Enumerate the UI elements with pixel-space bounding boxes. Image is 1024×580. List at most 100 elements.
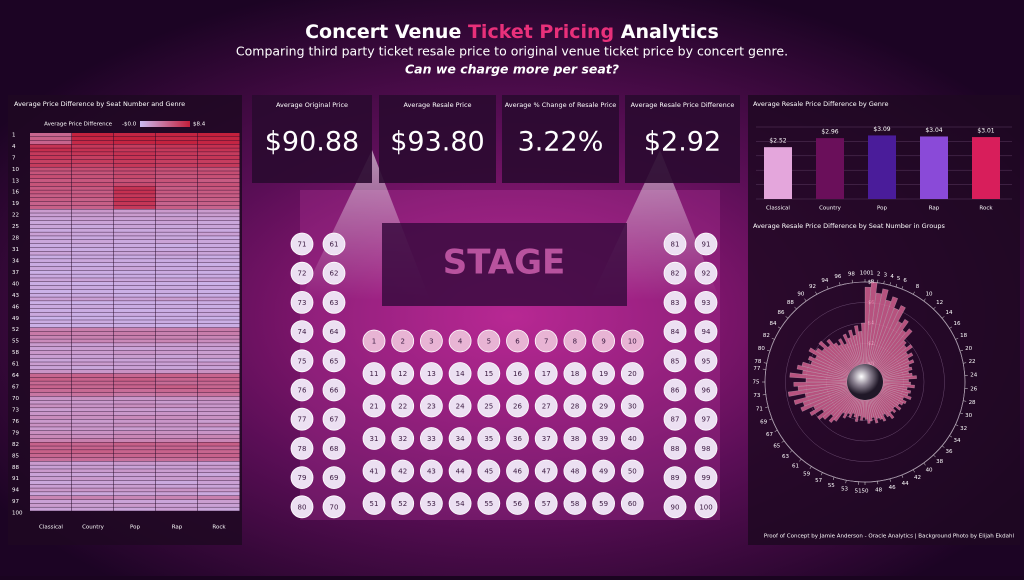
heat-cell bbox=[114, 202, 156, 205]
heat-cell bbox=[72, 400, 114, 403]
heat-cell bbox=[114, 374, 156, 377]
seat-number: 73 bbox=[298, 299, 307, 307]
heat-cell bbox=[198, 347, 240, 350]
row-label: 4 bbox=[12, 144, 16, 150]
heat-cell bbox=[30, 335, 72, 338]
heat-cell bbox=[114, 465, 156, 468]
seat-number: 11 bbox=[370, 370, 379, 378]
heat-cell bbox=[72, 450, 114, 453]
heat-cell bbox=[156, 404, 198, 407]
heat-cell bbox=[198, 324, 240, 327]
question: Can we charge more per seat? bbox=[405, 62, 619, 77]
heat-cell bbox=[30, 251, 72, 254]
heat-cell bbox=[72, 152, 114, 155]
seat-number: 80 bbox=[298, 503, 307, 511]
angle-label: 80 bbox=[758, 346, 765, 352]
angle-label: 86 bbox=[778, 310, 785, 316]
heat-cell bbox=[156, 442, 198, 445]
heat-cell bbox=[72, 225, 114, 228]
kpi-label: Average Original Price bbox=[276, 101, 348, 109]
heat-cell bbox=[72, 278, 114, 281]
heat-cell bbox=[156, 202, 198, 205]
heat-cell bbox=[30, 374, 72, 377]
seat-number: 61 bbox=[330, 241, 339, 249]
heat-cell bbox=[30, 160, 72, 163]
heat-cell bbox=[156, 366, 198, 369]
heat-cell bbox=[72, 366, 114, 369]
heat-cell bbox=[156, 423, 198, 426]
seat-number: 63 bbox=[330, 299, 339, 307]
heat-cell bbox=[114, 183, 156, 186]
heat-cell bbox=[30, 385, 72, 388]
heat-cell bbox=[198, 179, 240, 182]
seat-number: 58 bbox=[570, 500, 579, 508]
heat-cell bbox=[156, 389, 198, 392]
heat-cell bbox=[156, 492, 198, 495]
angle-label: 6 bbox=[903, 278, 907, 284]
seat-number: 93 bbox=[702, 299, 711, 307]
heat-cell bbox=[114, 229, 156, 232]
seat-number: 16 bbox=[513, 370, 522, 378]
heat-cell bbox=[156, 290, 198, 293]
heat-cell bbox=[156, 324, 198, 327]
heat-cell bbox=[156, 225, 198, 228]
angle-label: 48 bbox=[875, 488, 882, 494]
heat-cell bbox=[198, 213, 240, 216]
heat-cell bbox=[156, 351, 198, 354]
seat-number: 45 bbox=[484, 468, 493, 476]
heat-cell bbox=[198, 309, 240, 312]
heat-cell bbox=[72, 320, 114, 323]
heat-cell bbox=[30, 198, 72, 201]
heat-cell bbox=[72, 484, 114, 487]
heat-cell bbox=[156, 255, 198, 258]
heat-cell bbox=[198, 297, 240, 300]
seat-number: 42 bbox=[398, 468, 407, 476]
heat-cell bbox=[30, 301, 72, 304]
heat-cell bbox=[114, 335, 156, 338]
column-label: Rock bbox=[212, 525, 226, 531]
seat-number: 34 bbox=[456, 435, 465, 443]
heat-cell bbox=[156, 293, 198, 296]
heat-cell bbox=[198, 393, 240, 396]
angle-label: 78 bbox=[754, 359, 761, 365]
heat-cell bbox=[30, 507, 72, 510]
heat-cell bbox=[156, 244, 198, 247]
angle-label: 18 bbox=[960, 333, 967, 339]
heat-cell bbox=[30, 236, 72, 239]
heat-cell bbox=[198, 164, 240, 167]
heat-cell bbox=[30, 458, 72, 461]
angle-label: 53 bbox=[841, 487, 848, 493]
heat-cell bbox=[156, 504, 198, 507]
heat-cell bbox=[198, 423, 240, 426]
row-label: 16 bbox=[12, 190, 19, 196]
heat-cell bbox=[114, 366, 156, 369]
heat-cell bbox=[156, 358, 198, 361]
heat-cell bbox=[156, 221, 198, 224]
heat-cell bbox=[114, 473, 156, 476]
angle-label: 73 bbox=[753, 393, 760, 399]
heat-cell bbox=[114, 332, 156, 335]
heat-cell bbox=[114, 164, 156, 167]
heat-cell bbox=[198, 206, 240, 209]
heat-cell bbox=[114, 500, 156, 503]
heat-cell bbox=[198, 335, 240, 338]
title-highlight: Ticket Pricing bbox=[468, 21, 614, 43]
heat-cell bbox=[72, 271, 114, 274]
angle-label: 92 bbox=[809, 284, 816, 290]
seat-number: 43 bbox=[427, 468, 436, 476]
heat-cell bbox=[72, 454, 114, 457]
heat-cell bbox=[114, 309, 156, 312]
heat-cell bbox=[156, 186, 198, 189]
angle-label: 3 bbox=[884, 272, 888, 278]
heat-cell bbox=[30, 305, 72, 308]
seat-number: 96 bbox=[702, 387, 711, 395]
heat-cell bbox=[72, 469, 114, 472]
kpi-label: Average Resale Price bbox=[403, 101, 471, 109]
seat-number: 86 bbox=[671, 387, 680, 395]
seat-number: 6 bbox=[515, 338, 520, 346]
seat-number: 50 bbox=[628, 468, 637, 476]
heat-cell bbox=[198, 328, 240, 331]
heat-cell bbox=[72, 301, 114, 304]
heat-cell bbox=[30, 439, 72, 442]
